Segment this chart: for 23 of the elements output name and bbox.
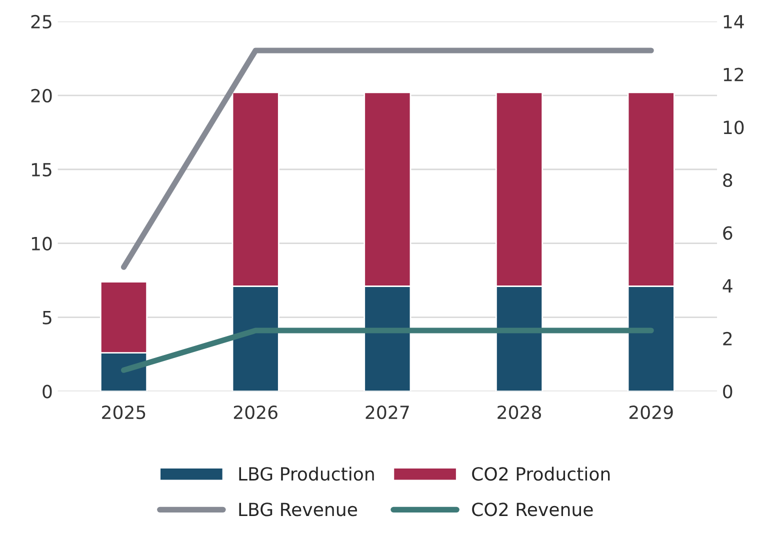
y-tick-label: 15: [32, 163, 52, 176]
x-tick-label: 2026: [234, 405, 278, 420]
y2-tick-label: 12: [724, 68, 744, 82]
y-tick-label: 5: [42, 311, 52, 324]
y-tick-label: 0: [42, 384, 52, 398]
legend-label: LBG Revenue: [239, 502, 357, 516]
y2-tick-label: 6: [723, 226, 732, 240]
legend-label: LBG Production: [239, 466, 374, 481]
y-tick-label: 20: [31, 88, 52, 103]
x-tick-label: 2025: [102, 405, 146, 420]
legend-label: CO2 Revenue: [472, 502, 593, 516]
y2-tick-label: 10: [724, 120, 744, 134]
y-tick-label: 25: [31, 14, 52, 29]
y2-tick-label: 0: [723, 384, 732, 398]
y2-tick-label: 14: [724, 15, 744, 28]
legend-label: CO2 Production: [472, 466, 610, 481]
y-tick-label: 10: [32, 236, 52, 250]
x-tick-label: 2028: [498, 405, 542, 420]
y2-tick-label: 4: [722, 279, 732, 292]
x-tick-label: 2027: [366, 405, 409, 420]
y2-tick-label: 2: [723, 332, 732, 346]
y2-tick-label: 8: [723, 173, 732, 188]
x-tick-label: 2029: [629, 405, 673, 420]
